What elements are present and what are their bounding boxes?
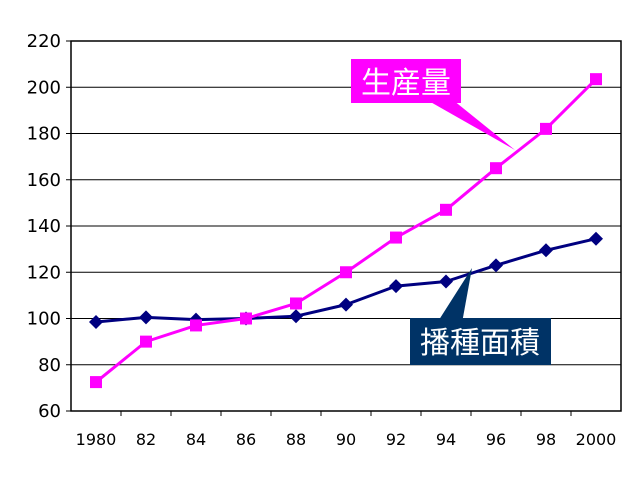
x-tick-label: 94 [436,430,456,449]
data-point [89,314,103,329]
data-point [490,162,502,175]
data-point [589,231,603,246]
data-point [440,203,452,216]
y-tick-label: 220 [27,31,61,52]
data-point [190,319,202,332]
x-tick-label: 82 [136,430,156,449]
y-tick-label: 180 [27,124,61,145]
data-point [590,73,602,86]
y-tick-label: 80 [38,355,61,376]
series-production [90,73,602,389]
data-point [540,122,552,135]
y-tick-label: 60 [38,401,61,422]
area-callout-box [410,318,551,365]
data-point [90,376,102,389]
data-point [439,274,453,289]
production-callout-label: 生産量 [361,66,451,101]
series-area [89,231,603,329]
area-callout-pointer [437,268,472,323]
data-point [339,297,353,312]
data-point [389,279,403,294]
data-point [140,335,152,348]
data-point [340,266,352,279]
data-point [289,309,303,324]
y-tick-label: 100 [27,309,61,330]
x-tick-label: 92 [386,430,406,449]
data-point [390,231,402,244]
x-tick-label: 88 [286,430,306,449]
y-tick-label: 160 [27,170,61,191]
data-point [539,243,553,258]
x-tick-label: 2000 [576,430,617,449]
area-callout: 播種面積 [410,268,551,365]
data-point [290,297,302,310]
production-callout-pointer [420,96,515,150]
x-tick-label: 86 [236,430,256,449]
production-callout-box [351,59,461,103]
y-axis: 60 80 100 120 140 160 180 200 220 [27,31,71,422]
x-tick-label: 1980 [76,430,117,449]
y-tick-label: 200 [27,77,61,98]
x-axis: 1980 82 84 86 88 90 92 94 96 98 2000 [76,411,617,449]
x-tick-label: 84 [186,430,206,449]
series-group [89,73,603,389]
area-callout-label: 播種面積 [420,326,540,361]
x-tick-label: 96 [486,430,506,449]
x-tick-label: 90 [336,430,356,449]
y-tick-label: 120 [27,262,61,283]
data-point [139,310,153,325]
y-tick-label: 140 [27,216,61,237]
production-callout: 生産量 [351,59,515,150]
x-tick-label: 98 [536,430,556,449]
data-point [489,258,503,273]
data-point [240,312,252,325]
